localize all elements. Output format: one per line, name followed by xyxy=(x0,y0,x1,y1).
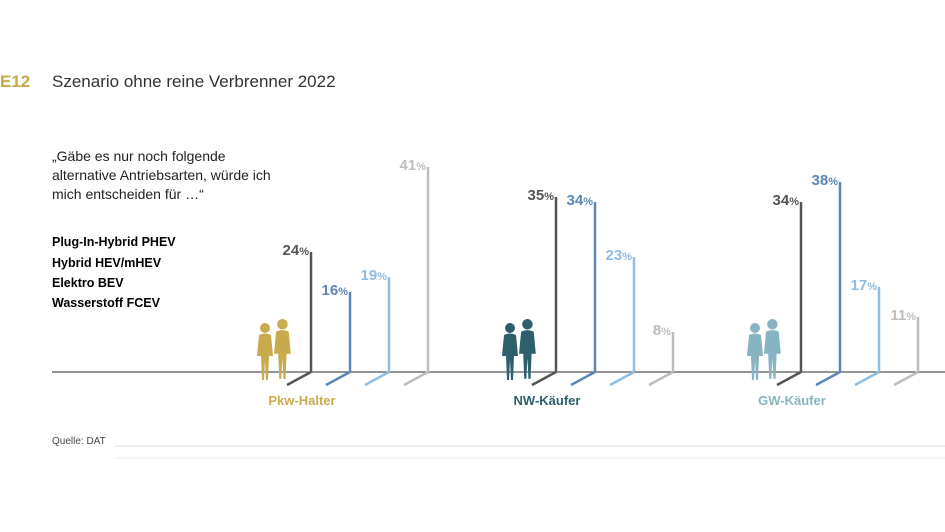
value-label-nw-k-ufer-plug-in-hybrid-phev: 35% xyxy=(528,187,555,204)
category-label-pkw-halter: Pkw-Halter xyxy=(268,393,335,408)
bar-foot-nw-k-ufer-elektro-bev xyxy=(609,370,635,387)
legend-label-bev: Elektro xyxy=(52,276,98,290)
bar-foot-pkw-halter-hybrid-hev-mhev xyxy=(325,370,351,387)
legend-label-hev: Hybrid xyxy=(52,256,96,270)
legend-label-fcev: Wasserstoff xyxy=(52,296,127,310)
person-icon-nw-k-ufer-left xyxy=(502,323,518,380)
value-label-gw-k-ufer-hybrid-hev-mhev: 38% xyxy=(812,172,839,189)
category-label-nw-k-ufer: NW-Käufer xyxy=(514,393,581,408)
legend-abbr-hev: HEV/mHEV xyxy=(95,256,162,270)
bar-foot-gw-k-ufer-elektro-bev xyxy=(854,370,880,387)
legend-abbr-fcev: FCEV xyxy=(126,296,160,310)
figure-code: E12 xyxy=(0,72,31,91)
legend-abbr-phev: PHEV xyxy=(141,235,176,249)
legend-item-phev: Plug-In-Hybrid PHEV xyxy=(52,235,176,249)
legend-item-fcev: Wasserstoff FCEV xyxy=(52,296,160,310)
survey-question: „Gäbe es nur noch folgende alternative A… xyxy=(52,148,271,202)
source-note: Quelle: DAT xyxy=(52,436,106,447)
legend-abbr-bev: BEV xyxy=(97,276,124,290)
person-icon-nw-k-ufer-right xyxy=(519,319,536,379)
bar-foot-gw-k-ufer-plug-in-hybrid-phev xyxy=(776,370,802,387)
person-icon-gw-k-ufer-left xyxy=(747,323,763,380)
category-label-gw-k-ufer: GW-Käufer xyxy=(758,393,826,408)
bar-foot-pkw-halter-plug-in-hybrid-phev xyxy=(286,370,312,387)
value-label-nw-k-ufer-wasserstoff-fcev: 8% xyxy=(653,322,671,339)
person-icon-gw-k-ufer-right xyxy=(764,319,781,379)
person-icon-pkw-halter-left xyxy=(257,323,273,380)
bar-foot-nw-k-ufer-plug-in-hybrid-phev xyxy=(531,370,557,387)
value-label-pkw-halter-plug-in-hybrid-phev: 24% xyxy=(283,242,310,259)
bar-foot-gw-k-ufer-wasserstoff-fcev xyxy=(893,370,919,387)
chart-title: Szenario ohne reine Verbrenner 2022 xyxy=(52,72,336,91)
legend-item-hev: Hybrid HEV/mHEV xyxy=(52,256,161,270)
value-label-pkw-halter-hybrid-hev-mhev: 16% xyxy=(322,282,349,299)
legend-label-phev: Plug-In-Hybrid xyxy=(52,235,142,249)
value-label-pkw-halter-wasserstoff-fcev: 41% xyxy=(400,157,427,174)
person-icon-pkw-halter-right xyxy=(274,319,291,379)
value-label-gw-k-ufer-plug-in-hybrid-phev: 34% xyxy=(773,192,800,209)
bar-foot-pkw-halter-elektro-bev xyxy=(364,370,390,387)
value-label-nw-k-ufer-hybrid-hev-mhev: 34% xyxy=(567,192,594,209)
value-label-gw-k-ufer-elektro-bev: 17% xyxy=(851,277,878,294)
bar-foot-pkw-halter-wasserstoff-fcev xyxy=(403,370,429,387)
bar-foot-gw-k-ufer-hybrid-hev-mhev xyxy=(815,370,841,387)
bar-foot-nw-k-ufer-wasserstoff-fcev xyxy=(648,370,674,387)
value-label-nw-k-ufer-elektro-bev: 23% xyxy=(606,247,633,264)
value-label-gw-k-ufer-wasserstoff-fcev: 11% xyxy=(890,307,916,324)
legend-item-bev: Elektro BEV xyxy=(52,276,124,290)
bar-foot-nw-k-ufer-hybrid-hev-mhev xyxy=(570,370,596,387)
value-label-pkw-halter-elektro-bev: 19% xyxy=(361,267,388,284)
